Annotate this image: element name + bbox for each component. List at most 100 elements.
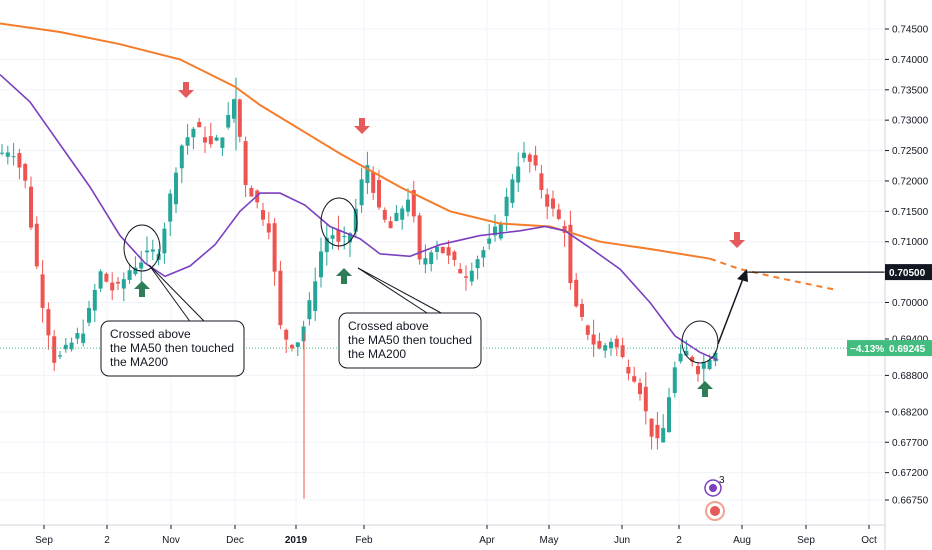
callout-pointer [357,267,428,314]
candle-body [23,163,28,181]
price-tick-label: 0.68800 [892,371,929,382]
candle-body [562,226,567,233]
candle-body [220,137,225,148]
candle-body [516,166,521,183]
candle-body [365,165,370,184]
candle-body [440,246,445,254]
event-flag-dot [710,506,720,516]
price-tick-label: 0.71500 [892,207,929,218]
candle-body [551,198,555,209]
price-axis[interactable]: 0.74500 0.74000 0.73500 0.73000 0.72500 0.720… [847,0,932,550]
candle-body [504,196,509,217]
candle-body [574,279,579,307]
time-tick-label: May [540,535,559,546]
callout-text-line: Crossed above [110,327,191,341]
candle-body [643,386,648,412]
time-tick-label: Sep [35,535,53,546]
candle-body [556,209,561,219]
candle-body [150,249,155,252]
candle-body [545,194,550,207]
time-tick-label: Nov [162,535,180,546]
time-tick-label: Dec [226,535,244,546]
candle-body [388,221,393,229]
highlight-circle [320,197,358,247]
price-tick-label: 0.74000 [892,55,929,66]
price-tick-label: 0.70000 [892,298,929,309]
candle-body [678,353,683,362]
candle-body [417,215,422,260]
price-tick-label: 0.72500 [892,146,929,157]
candle-body [46,309,51,336]
candle-body [498,224,503,239]
candle-body [423,258,428,265]
candle-body [272,223,277,272]
event-badge-dot [709,484,717,492]
price-tick-label: 0.67700 [892,438,929,449]
candle-body [40,274,45,308]
candle-body [290,344,294,349]
candle-body [609,341,613,348]
candle-body [406,199,410,212]
candle-body [684,350,689,356]
current-price-tag[interactable] [885,340,932,357]
candle-body [527,154,532,162]
callout-text-line: Crossed above [348,319,429,333]
candle-body [324,237,329,253]
candle-body [185,137,190,146]
candle-body [214,137,219,141]
candle-body [168,193,173,222]
candle-body [701,361,706,369]
down-arrow-icon [729,232,745,248]
price-change-tag[interactable] [847,340,885,357]
target-price-tag[interactable] [885,264,932,281]
time-tick-label: Feb [355,535,373,546]
candle-body [452,251,457,261]
down-arrow-icon [178,82,194,98]
time-tick-label: Oct [861,535,877,546]
callout-box [338,312,482,369]
candle-body [313,281,318,311]
chart-grid [0,0,885,525]
time-tick-label: 2019 [285,535,308,546]
callout-text-line: the MA200 [110,355,168,369]
candle-body [475,259,480,269]
candle-body [243,141,248,185]
callout-box [100,320,245,377]
candle-body [266,223,271,233]
candle-body [5,152,10,157]
down-arrow-icon [354,118,370,134]
candle-body [75,333,80,339]
candle-body [307,300,312,320]
candle-body [435,246,439,252]
candle-body [713,352,718,362]
time-tick-label: Jun [614,535,630,546]
candle-body [58,355,62,357]
callout-pointer [357,267,442,314]
candle-body [638,382,642,395]
candle-body [585,325,590,335]
up-arrow-icon [697,381,713,397]
event-badge-count: 3 [719,475,725,486]
candle-body [278,270,283,326]
projection-arrow [717,275,745,345]
ma200-line [0,22,711,260]
candle-body [533,155,538,166]
candle-body [203,137,207,143]
candle-body [539,173,544,191]
moving-averages [0,22,839,361]
candle-body [336,229,341,242]
candle-body [0,152,4,154]
candle-body [493,226,497,236]
candle-body [649,418,654,437]
candle-body [348,233,352,243]
time-axis[interactable]: Sep 2 Nov Dec 2019 Feb Apr May Jun 2 Aug Sep Oct [0,524,885,546]
price-tick-label: 0.69400 [892,334,929,345]
candle-body [127,270,132,280]
callout-text-line: the MA50 then touched [110,341,234,355]
candle-body [104,273,109,282]
candle-body [11,156,16,158]
candle-body [458,268,463,274]
candle-body [330,235,335,239]
